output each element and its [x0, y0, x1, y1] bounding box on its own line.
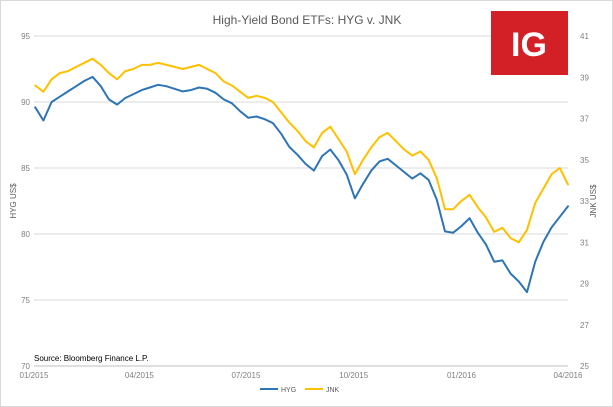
right-tick-label: 33 [580, 197, 589, 206]
right-tick-label: 25 [580, 362, 589, 371]
gridlines [34, 35, 568, 367]
left-tick-label: 70 [21, 362, 30, 371]
left-axis-ticks: 70 75 80 85 90 95 [21, 32, 30, 371]
ig-logo: IG [491, 11, 568, 75]
x-tick-label: 07/2015 [231, 371, 260, 380]
x-tick-label: 04/2016 [554, 371, 583, 380]
right-tick-label: 31 [580, 238, 589, 247]
x-tick-label: 01/2016 [447, 371, 476, 380]
chart-title: High-Yield Bond ETFs: HYG v. JNK [213, 13, 402, 27]
left-tick-label: 95 [21, 32, 30, 41]
right-tick-label: 37 [580, 115, 589, 124]
x-axis-ticks: 01/2015 04/2015 07/2015 10/2015 01/2016 04/20… [20, 371, 583, 380]
series-layer [34, 57, 569, 294]
x-tick-label: 04/2015 [125, 371, 154, 380]
right-tick-label: 35 [580, 156, 589, 165]
left-tick-label: 90 [21, 98, 30, 107]
x-tick-label: 10/2015 [339, 371, 368, 380]
right-tick-label: 39 [580, 73, 589, 82]
left-tick-label: 75 [21, 296, 30, 305]
legend-label-jnk: JNK [326, 387, 340, 394]
left-tick-label: 85 [21, 164, 30, 173]
left-axis-label: HYG US$ [9, 183, 18, 219]
legend: HYG JNK [260, 387, 340, 394]
series-line-jnk [34, 57, 569, 244]
right-axis-label: JNK US$ [589, 184, 598, 217]
x-tick-label: 01/2015 [20, 371, 49, 380]
source-note: Source: Bloomberg Finance L.P. [34, 354, 149, 363]
right-axis-ticks: 25 27 29 31 33 35 37 39 41 [580, 32, 589, 371]
ig-logo-text: IG [511, 26, 547, 64]
right-tick-label: 29 [580, 280, 589, 289]
left-tick-label: 80 [21, 230, 30, 239]
right-tick-label: 41 [580, 32, 589, 41]
series-line-hyg [34, 75, 569, 294]
right-tick-label: 27 [580, 321, 589, 330]
ig-logo-background [491, 11, 568, 75]
legend-label-hyg: HYG [281, 387, 296, 394]
